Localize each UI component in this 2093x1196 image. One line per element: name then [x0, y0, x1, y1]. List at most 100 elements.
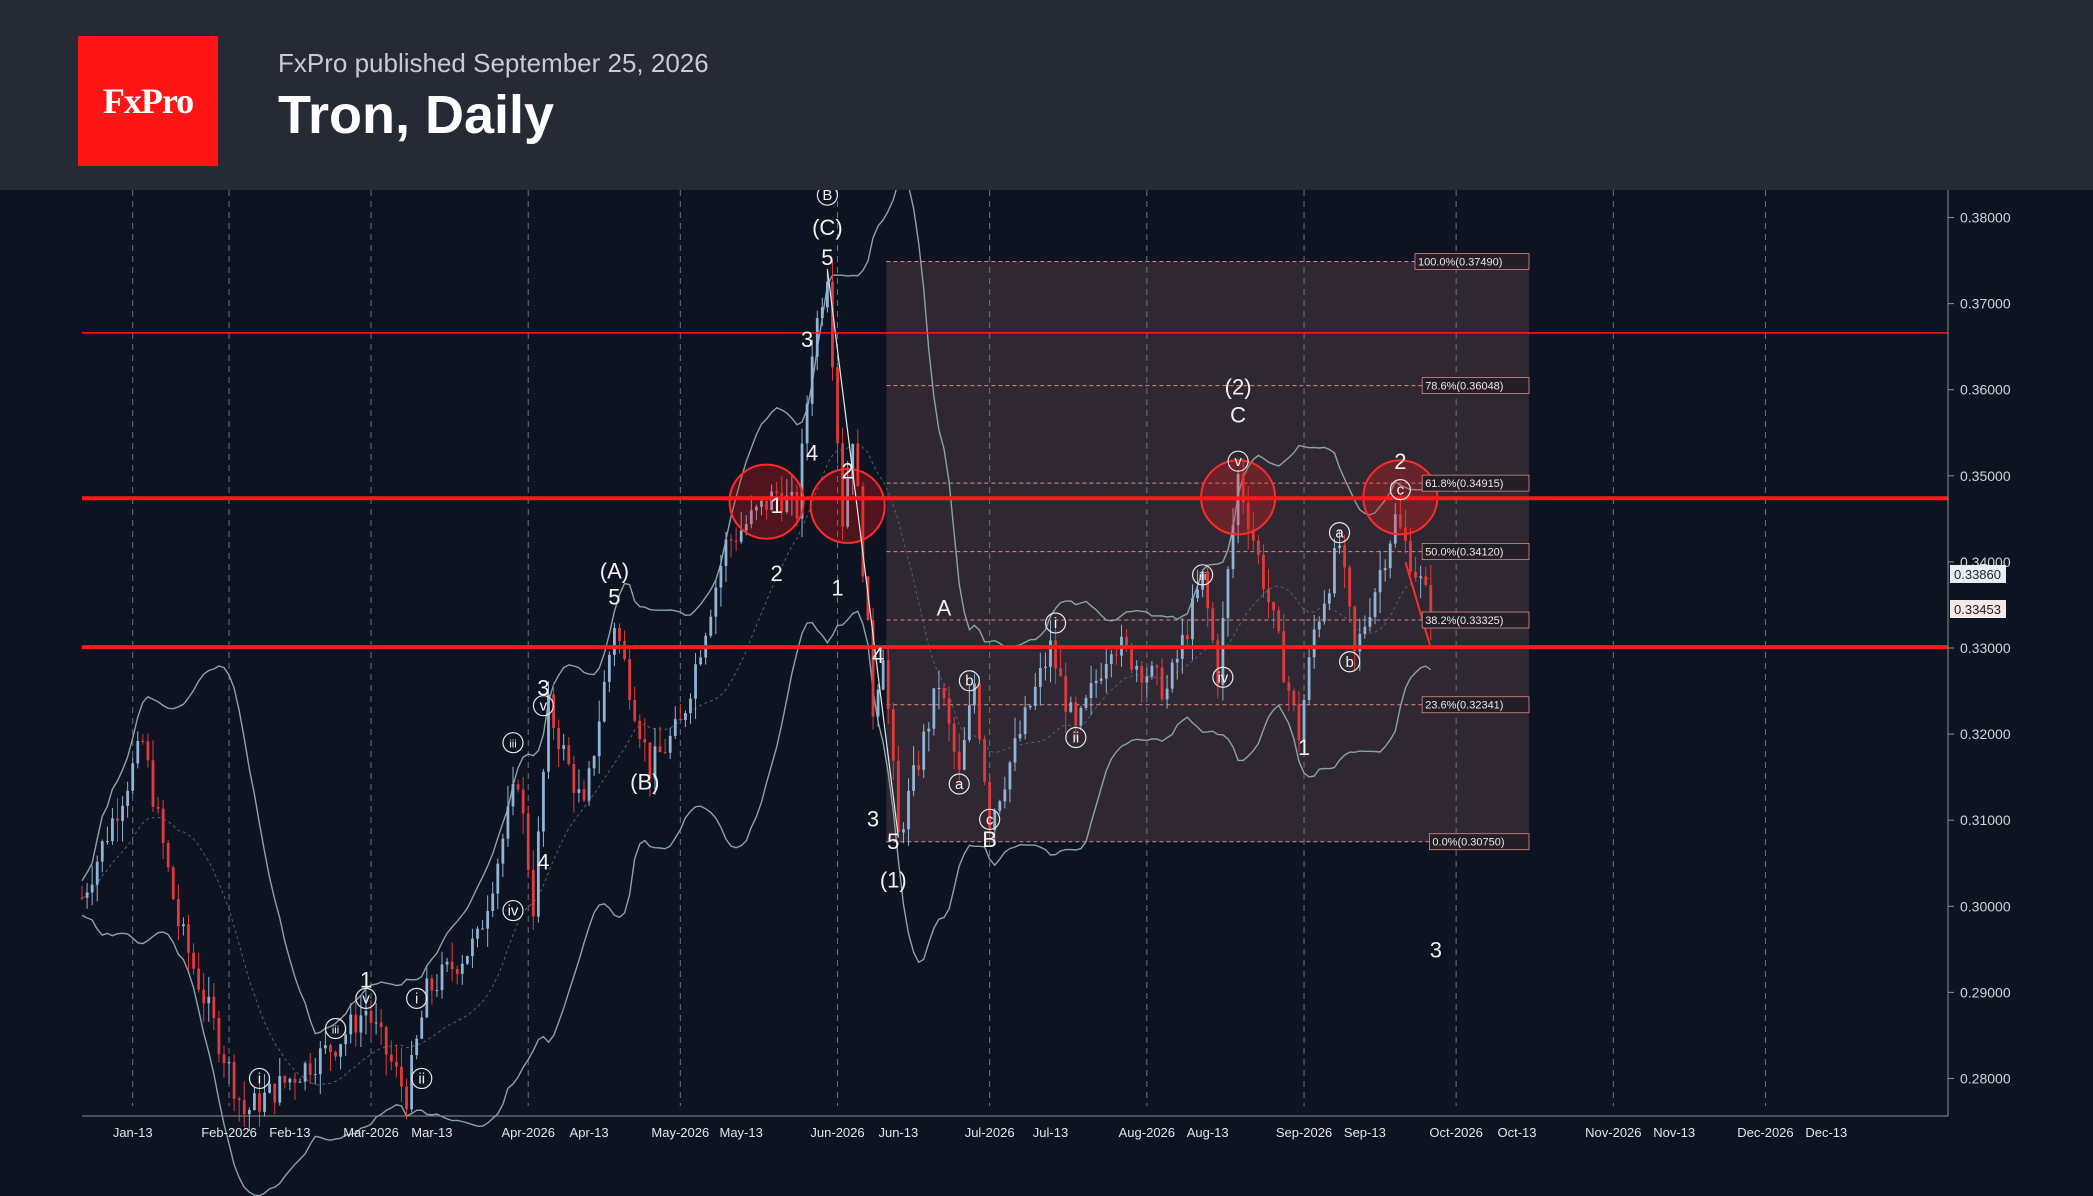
- candle-body: [293, 1078, 297, 1083]
- wave-label: iv: [1217, 669, 1228, 686]
- candle-body: [212, 996, 216, 1019]
- current-price-box: [1950, 600, 2006, 619]
- candle-body: [805, 403, 809, 444]
- candle-body: [268, 1083, 272, 1093]
- candle-body: [1109, 654, 1113, 664]
- candle-body: [790, 491, 794, 496]
- candle-body: [303, 1063, 307, 1082]
- wave-label: 3: [801, 327, 813, 352]
- candle-body: [455, 969, 459, 974]
- candle-body: [258, 1093, 261, 1112]
- fib-label-box: [1421, 696, 1530, 714]
- candle-body: [1363, 626, 1367, 634]
- candle-body: [486, 911, 490, 929]
- wave-label: v: [362, 990, 370, 1007]
- candle-body: [1130, 645, 1134, 670]
- candle-body: [273, 1083, 277, 1103]
- candle-body: [389, 1054, 393, 1062]
- wave-label-circle: [948, 773, 970, 795]
- candle-body: [744, 524, 748, 531]
- candle-body: [516, 784, 520, 790]
- candle-body: [1104, 663, 1108, 679]
- price-tick-label: 0.30000: [1960, 898, 2011, 914]
- candle-body: [1170, 662, 1174, 689]
- candle-body: [932, 688, 936, 729]
- candle-body: [1277, 610, 1281, 632]
- candle-body: [775, 491, 779, 494]
- wave-label: i: [258, 1070, 261, 1087]
- candle-body: [1327, 593, 1331, 604]
- candle-body: [90, 884, 94, 893]
- fib-label: 0.0%(0.30750): [1432, 837, 1504, 849]
- candle-body: [886, 660, 890, 710]
- candle-body: [85, 892, 89, 898]
- wave-label-circle: [248, 1067, 271, 1090]
- price-chart[interactable]: 100.0%(0.37490) 78.6%(0.36048) 61.8%(0.349…: [0, 190, 2093, 1196]
- price-tick-label: 0.37000: [1960, 296, 2011, 312]
- wave-label-circle: [1044, 612, 1067, 634]
- candle-body: [197, 968, 201, 990]
- time-tick-label: Dec-13: [1805, 1125, 1847, 1140]
- highlight-circle: [809, 467, 886, 544]
- candle-body: [871, 620, 875, 717]
- candle-body: [435, 990, 439, 992]
- candle-body: [1343, 545, 1346, 568]
- candle-body: [891, 709, 895, 761]
- candle-body: [156, 807, 160, 809]
- wave-label-circle: [324, 1017, 347, 1040]
- candle-body: [699, 657, 703, 665]
- candle-body: [344, 1034, 348, 1045]
- candle-body: [476, 928, 479, 939]
- candle-body: [724, 539, 728, 566]
- resistance-support-levels: [82, 332, 1948, 650]
- candle-body: [993, 810, 997, 831]
- chart-title: Tron, Daily: [278, 85, 555, 145]
- candle-body: [1054, 640, 1057, 669]
- candle-body: [364, 1010, 368, 1016]
- candle-body: [1292, 690, 1296, 705]
- candle-body: [582, 789, 586, 801]
- candle-body: [1368, 616, 1372, 627]
- wave-label: b: [1345, 654, 1353, 671]
- candle-body: [1013, 738, 1017, 763]
- candle-body: [572, 763, 576, 793]
- candle-body: [663, 752, 667, 754]
- wave-label: (C): [812, 215, 843, 240]
- wave-label: 4: [872, 643, 884, 668]
- candle-body: [1282, 631, 1286, 683]
- candle-body: [420, 1017, 424, 1039]
- candle-body: [334, 1052, 337, 1057]
- bollinger-bands: [81, 190, 1432, 1196]
- candle-body: [673, 719, 677, 736]
- candle-body: [1079, 707, 1083, 726]
- fib-label-box: [1421, 377, 1530, 394]
- time-tick-label: Sep-13: [1344, 1125, 1386, 1140]
- candle-body: [1272, 602, 1275, 611]
- candle-body: [1373, 592, 1377, 617]
- wave-label-circle: [411, 1067, 433, 1090]
- candle-body: [80, 897, 84, 899]
- candle-body: [394, 1061, 398, 1067]
- candle-body: [749, 510, 753, 525]
- time-tick-label: Jul-13: [1033, 1125, 1068, 1140]
- time-axis: Jan-13 Feb-2026 Feb-13 Mar-2026 Mar-13 Apr-20…: [82, 1115, 1948, 1140]
- wave-label: B: [982, 827, 997, 852]
- wave-label: 5: [608, 584, 620, 609]
- candle-body: [298, 1081, 302, 1083]
- wave-label: iii: [1199, 571, 1206, 583]
- wave-label: 5: [887, 829, 899, 854]
- candle-body: [557, 727, 561, 750]
- price-marker-label: 0.33860: [1954, 567, 2001, 582]
- wave-label: 1: [831, 576, 843, 601]
- candle-body: [1251, 529, 1255, 541]
- wave-label: A: [937, 596, 952, 621]
- time-tick-label: May-2026: [651, 1125, 709, 1140]
- candle-body: [1038, 667, 1042, 687]
- price-marker-box: [1950, 564, 2006, 583]
- wave-label-circle: [979, 808, 1001, 830]
- candle-body: [253, 1093, 256, 1110]
- price-tick-label: 0.38000: [1960, 210, 2011, 226]
- wave-label: 3: [867, 806, 879, 831]
- candle-body: [105, 841, 109, 843]
- candle-body: [151, 760, 155, 808]
